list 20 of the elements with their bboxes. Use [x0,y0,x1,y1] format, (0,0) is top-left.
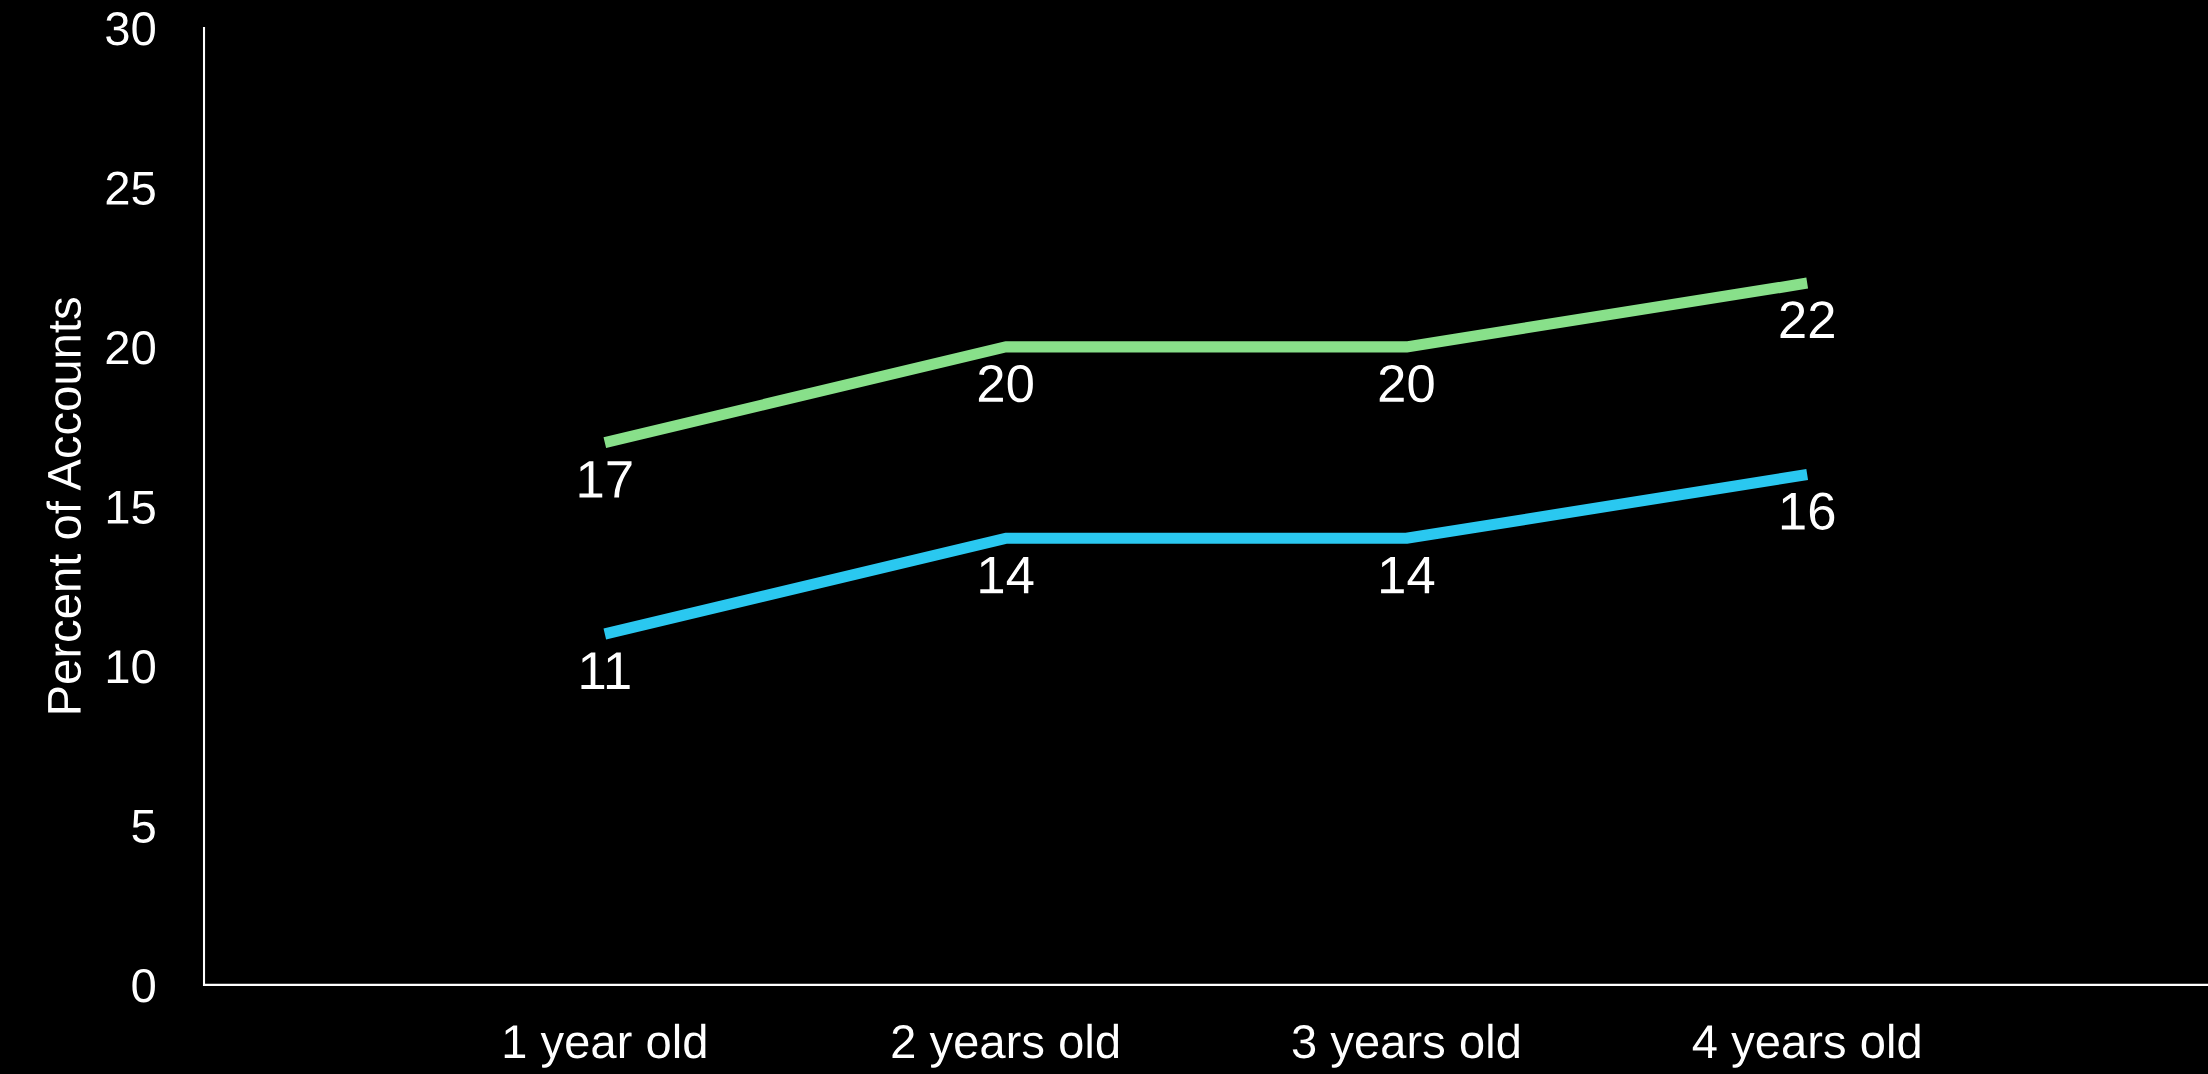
y-tick-label: 0 [132,968,155,1003]
y-tick-label: 15 [107,491,155,524]
data-label: 17 [579,461,632,498]
x-tick-label: 4 years old [1692,1023,1920,1068]
data-label: 11 [581,652,630,689]
data-label: 20 [1379,364,1434,403]
data-label: 14 [1381,556,1435,594]
data-label: 14 [980,556,1034,594]
data-label: 16 [1781,492,1835,530]
y-tick-label: 20 [106,331,155,365]
data-label: 20 [978,364,1033,403]
y-tick-label: 30 [106,12,155,46]
data-label: 22 [1780,301,1834,339]
y-tick-label: 25 [106,171,155,205]
y-axis-title: Percent of Accounts [46,298,82,713]
x-tick-label: 2 years old [892,1023,1119,1068]
y-tick-label: 5 [132,809,155,843]
x-tick-label: 3 years old [1292,1023,1519,1068]
y-tick-label: 10 [107,650,155,684]
x-tick-label: 1 year old [504,1023,706,1068]
